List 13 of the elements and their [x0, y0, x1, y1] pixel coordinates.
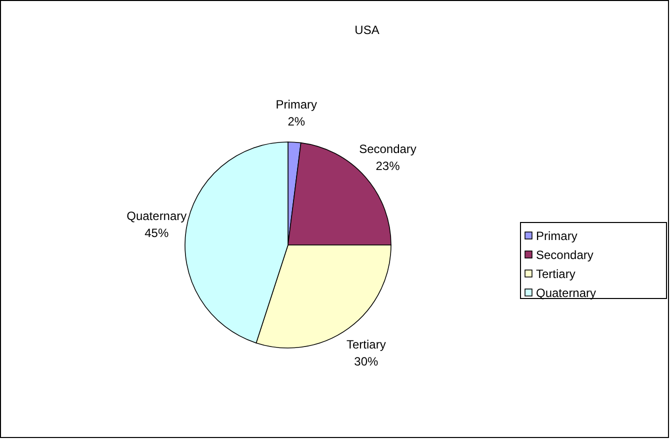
data-label: 45%: [144, 226, 169, 240]
data-label: 23%: [376, 159, 400, 174]
slice-label: Tertiary: [346, 338, 386, 352]
slice-label: Secondary: [359, 142, 416, 156]
slice-label: Primary: [276, 97, 318, 112]
chart-title: USA: [354, 23, 380, 37]
legend-label: Tertiary: [536, 267, 576, 281]
slice-label: Quaternary: [126, 209, 187, 224]
data-label: 2%: [288, 114, 306, 128]
data-label: 30%: [354, 354, 379, 369]
legend-label: Secondary: [536, 248, 594, 262]
legend-label: Primary: [536, 229, 578, 243]
legend-label: Quaternary: [536, 286, 596, 300]
